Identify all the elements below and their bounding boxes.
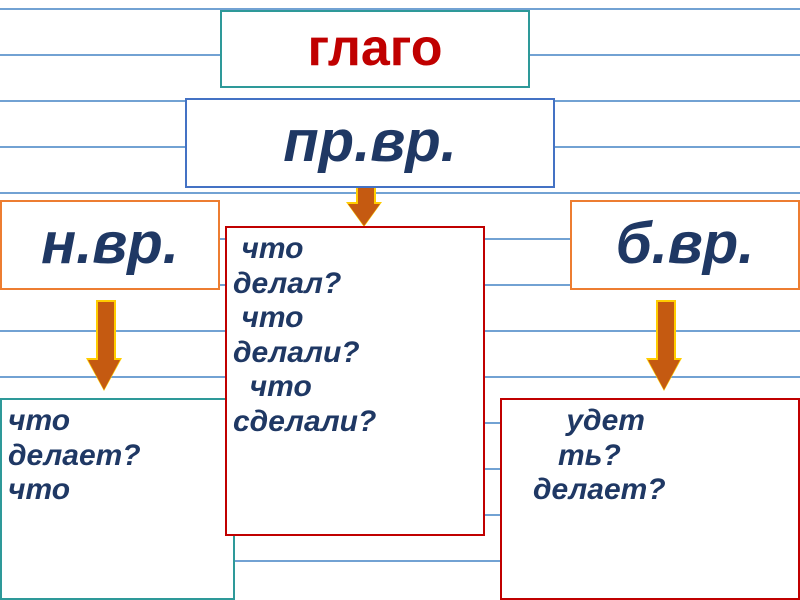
question-line: что <box>233 301 477 336</box>
tense-label-text: б.вр. <box>616 211 755 276</box>
question-line: сделали? <box>233 405 477 440</box>
tense-questions-1: чтоделал? чтоделали? чтосделали? <box>225 226 485 536</box>
arrow-down-icon <box>648 300 680 390</box>
notebook-rule <box>0 192 800 194</box>
root-title-text: глаго <box>307 19 442 77</box>
question-line: что <box>233 232 477 267</box>
question-line: делает? <box>508 473 792 508</box>
tense-label-2: б.вр. <box>570 200 800 290</box>
tense-label-1: пр.вр. <box>185 98 555 188</box>
question-line: что <box>233 370 477 405</box>
arrow-down-icon <box>88 300 120 390</box>
question-line: делали? <box>233 336 477 371</box>
question-line: делал? <box>233 267 477 302</box>
tense-label-text: пр.вр. <box>283 109 457 174</box>
question-line: делает? <box>8 439 227 474</box>
question-line: ть? <box>508 439 792 474</box>
arrow-down-icon <box>348 186 380 226</box>
root-title-box: глаго <box>220 10 530 88</box>
tense-questions-0: чтоделает?что <box>0 398 235 600</box>
question-line: что <box>8 473 227 508</box>
question-line: что <box>8 404 227 439</box>
tense-questions-2: удет ть? делает? <box>500 398 800 600</box>
question-line: удет <box>508 404 792 439</box>
tense-label-0: н.вр. <box>0 200 220 290</box>
tense-label-text: н.вр. <box>41 211 179 276</box>
diagram-page: чтоделает?что чтоделал? чтоделали? чтосд… <box>0 0 800 600</box>
